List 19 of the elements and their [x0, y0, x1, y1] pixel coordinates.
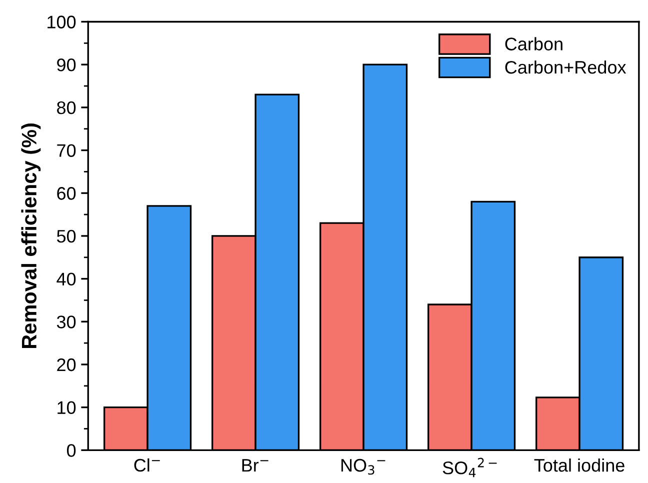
x-tick-label: Total iodine	[534, 458, 624, 472]
y-tick-label: 20	[57, 358, 76, 372]
y-tick-label: 80	[57, 101, 76, 114]
y-axis-title: Removal efficiency (%)	[21, 124, 41, 348]
y-tick-label: 10	[58, 401, 76, 414]
x-tick-label: Cl$^{−}$	[134, 458, 160, 472]
legend-label: Carbon	[505, 37, 562, 50]
y-tick-label: 90	[57, 58, 76, 72]
y-tick-label: 70	[57, 144, 76, 157]
x-tick-label: Br$^{−}$	[242, 459, 268, 472]
y-tick-label: 50	[56, 230, 76, 243]
y-tick-label: 30	[56, 316, 76, 328]
y-tick-label: 0	[66, 444, 76, 457]
x-tick-label: NO$_{3}$$^{−}$	[341, 458, 386, 475]
legend-label: Carbon+Redox	[505, 60, 626, 74]
y-tick-label: 40	[56, 272, 76, 286]
y-tick-label: 100	[48, 16, 76, 28]
y-tick-label: 60	[57, 187, 76, 200]
x-tick-label: SO$_{4}$$^{2−}$	[442, 458, 497, 478]
